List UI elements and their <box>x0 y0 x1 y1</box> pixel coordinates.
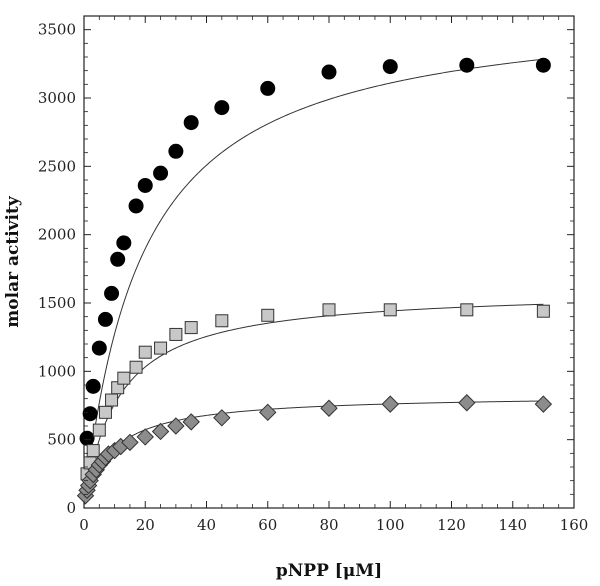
series-3-point <box>167 417 185 435</box>
x-tick-label: 140 <box>498 516 527 534</box>
x-tick-label: 0 <box>79 516 89 534</box>
series-2-point <box>129 360 143 374</box>
data-markers <box>76 57 553 505</box>
x-tick-label: 100 <box>376 516 405 534</box>
series-3-point <box>182 413 200 431</box>
series-2-point <box>215 314 229 328</box>
series-1-point <box>137 177 153 193</box>
series-2-point <box>261 308 275 322</box>
y-tick-label: 2500 <box>38 157 76 175</box>
series-2-point <box>383 303 397 317</box>
series-1-point <box>260 80 276 96</box>
series-2-point <box>92 423 106 437</box>
x-tick-label: 60 <box>258 516 277 534</box>
series-3-point <box>213 409 231 427</box>
series-1-point <box>91 340 107 356</box>
series-3-point <box>151 422 170 441</box>
series-2-point <box>322 303 336 317</box>
y-tick-label: 3000 <box>38 89 76 107</box>
series-1-point <box>382 59 398 75</box>
series-1-point <box>110 251 126 267</box>
series-2-point <box>184 321 198 335</box>
fit-curve-series-1 <box>84 58 544 501</box>
series-1-point <box>82 406 98 422</box>
series-2-point <box>460 303 474 317</box>
series-1-point <box>214 100 230 116</box>
series-1-point <box>183 115 199 131</box>
series-1-point <box>79 430 95 446</box>
series-2-point <box>117 371 131 385</box>
fit-curves <box>84 58 544 505</box>
series-3-point <box>259 403 277 422</box>
series-1-point <box>153 165 169 181</box>
series-1-point <box>85 378 101 394</box>
series-2-point <box>169 327 183 341</box>
series-3-point <box>458 394 476 412</box>
x-tick-label: 120 <box>437 516 466 534</box>
x-tick-label: 160 <box>560 516 589 534</box>
series-1-point <box>116 235 132 251</box>
tick-labels: 0 20 40 60 80 100 120 140 160 0 500 1000 1500 2000 250… <box>38 21 589 534</box>
y-tick-label: 3500 <box>38 21 76 39</box>
series-3-point <box>534 395 553 413</box>
series-2-point <box>536 304 550 318</box>
y-tick-label: 2000 <box>38 226 76 244</box>
series-1-point <box>459 57 475 73</box>
axis-ticks <box>83 15 575 509</box>
x-tick-label: 80 <box>319 516 338 534</box>
series-1-point <box>128 198 144 214</box>
series-3-point <box>136 428 154 446</box>
series-1-point <box>535 57 551 73</box>
fit-curve-series-3 <box>84 400 544 505</box>
series-2-point <box>86 444 100 458</box>
series-3-point <box>381 395 399 413</box>
series-3-point <box>320 399 338 417</box>
y-tick-label: 500 <box>47 431 76 449</box>
series-1-point <box>321 64 337 80</box>
y-axis-title: molar activity <box>3 195 23 328</box>
y-tick-label: 1000 <box>38 362 76 380</box>
y-tick-label: 0 <box>66 499 76 517</box>
series-2-point <box>98 405 112 419</box>
series-1-point <box>104 285 120 301</box>
series-3-point <box>121 433 139 452</box>
series-2-point <box>154 341 168 355</box>
series-1-point <box>97 311 113 327</box>
series-2-point <box>138 345 152 359</box>
y-tick-label: 1500 <box>38 294 76 312</box>
x-tick-label: 40 <box>197 516 216 534</box>
series-1-point <box>168 143 184 159</box>
series-2-point <box>105 393 119 407</box>
x-axis-title: pNPP [μM] <box>276 561 382 581</box>
x-tick-label: 20 <box>136 516 155 534</box>
